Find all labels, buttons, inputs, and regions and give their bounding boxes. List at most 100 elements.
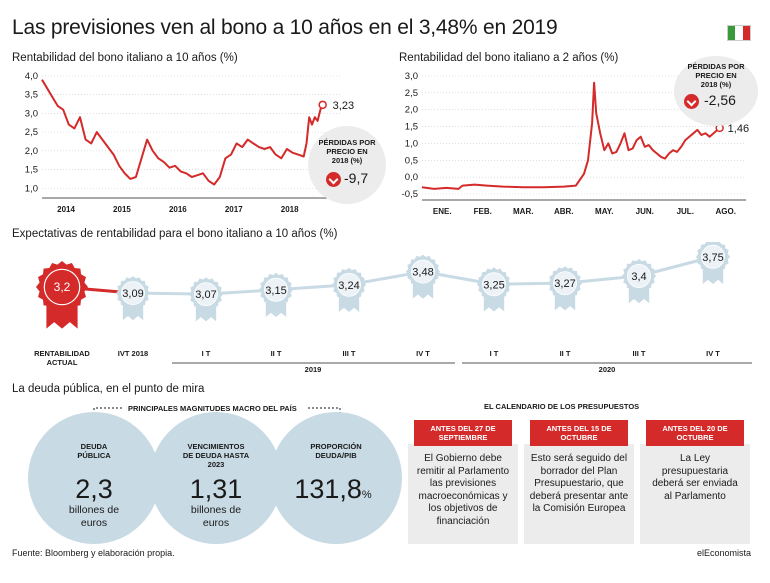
- y-tick-label: 3,5: [25, 90, 38, 101]
- debt-title: La deuda pública, en el punto de mira: [12, 383, 205, 395]
- stat-label: VENCIMIENTOS DE DEUDA HASTA 2023: [182, 442, 250, 469]
- medal-rosette: [36, 261, 88, 313]
- chart-2y-title: Rentabilidad del bono italiano a 2 años …: [399, 52, 619, 64]
- x-tick-label: 2015: [113, 205, 131, 214]
- x-tick-label: FEB.: [474, 207, 492, 216]
- loss-2y-label: PÉRDIDAS POR PRECIO EN 2018 (%): [687, 62, 745, 89]
- forecast-medal: 3,27: [548, 266, 582, 311]
- footer-source: Fuente: Bloomberg y elaboración propia.: [12, 548, 175, 558]
- medal-center: [121, 281, 145, 306]
- forecast-medal: 3,75: [696, 242, 730, 284]
- stat-unit: billones de euros: [190, 504, 242, 529]
- stat-public-debt: DEUDA PÚBLICA 2,3 billones de euros: [28, 412, 160, 544]
- medal-center: [43, 268, 81, 306]
- forecast-category-line: ACTUAL: [47, 358, 78, 367]
- forecast-value-label: 3,25: [483, 279, 504, 291]
- calendar-tag: ANTES DEL 20 DE OCTUBRE: [646, 420, 744, 446]
- forecast-category-label: IV T: [416, 349, 430, 358]
- forecast-medal: 3,07: [189, 277, 223, 322]
- forecast-medal: 3,4: [622, 259, 656, 304]
- y-tick-label: 2,5: [25, 127, 38, 138]
- y-tick-label: 0,5: [405, 155, 418, 166]
- stat-value: 131,8%: [270, 474, 402, 505]
- forecast-category-label: IV T: [706, 349, 720, 358]
- year-group-label: 2020: [599, 365, 616, 372]
- forecast-medal: 3,24: [332, 267, 366, 312]
- forecast-value-label: 3,4: [631, 271, 646, 283]
- forecast-category-label: III T: [633, 349, 646, 358]
- forecast-category-label: II T: [271, 349, 282, 358]
- x-tick-label: JUL.: [677, 207, 694, 216]
- medal-center: [553, 271, 577, 296]
- footer-brand: elEconomista: [697, 548, 752, 558]
- medal-center: [337, 272, 361, 297]
- page-title: Las previsiones ven al bono a 10 años en…: [12, 16, 558, 39]
- forecast-medal: 3,48: [406, 254, 440, 299]
- y-tick-label: 0,0: [405, 172, 418, 183]
- medal-center: [264, 277, 288, 302]
- forecast-category-label: I T: [490, 349, 499, 358]
- down-arrow-icon: [684, 94, 699, 109]
- forecast-value-label: 3,48: [412, 267, 433, 279]
- y-tick-label: 1,5: [405, 122, 418, 133]
- stat-value: 1,31: [189, 474, 243, 504]
- forecast-chart: 3,2 3,09 3,07 3,15 3,24 3,48 3,25 3,27 3,4 3,75 RE…: [34, 242, 752, 372]
- forecast-category-label: III T: [343, 349, 356, 358]
- down-arrow-icon: [326, 172, 341, 187]
- end-value-label: 1,46: [728, 123, 749, 135]
- end-point-marker: [318, 100, 327, 110]
- y-tick-label: -0,5: [402, 189, 418, 200]
- chart-10y-title: Rentabilidad del bono italiano a 10 años…: [12, 52, 238, 64]
- loss-10y-value: -9,7: [344, 170, 369, 186]
- forecast-value-label: 3,27: [554, 278, 575, 290]
- medal-center: [627, 264, 651, 288]
- x-tick-label: 2018: [281, 205, 299, 214]
- forecast-value-label: 3,2: [54, 280, 71, 294]
- y-tick-label: 1,5: [25, 165, 38, 176]
- series-line: [41, 79, 324, 186]
- forecast-medal: 3,25: [477, 267, 511, 312]
- x-tick-label: JUN.: [636, 207, 654, 216]
- y-tick-label: 2,0: [405, 105, 418, 116]
- y-tick-label: 2,5: [405, 88, 418, 99]
- y-tick-label: 1,0: [405, 138, 418, 149]
- x-tick-label: MAY.: [595, 207, 613, 216]
- calendar-card: [524, 444, 634, 544]
- x-tick-label: MAR.: [513, 207, 533, 216]
- calendar-tag: ANTES DEL 15 DE OCTUBRE: [530, 420, 628, 446]
- chart-10y: 4,0 3,5 3,0 2,5 2,0 1,5 1,0 2014 2015 2016 2017 201…: [25, 71, 354, 214]
- forecast-title: Expectativas de rentabilidad para el bon…: [12, 228, 338, 240]
- debt-subtitle: PRINCIPALES MAGNITUDES MACRO DEL PAÍS: [128, 404, 297, 413]
- forecast-category-label: RENTABILIDAD ACTUAL: [34, 349, 90, 367]
- y-tick-label: 4,0: [25, 71, 38, 82]
- x-tick-label: ENE.: [433, 207, 452, 216]
- loss-2y-value: -2,56: [704, 92, 736, 108]
- stat-value: 2,3: [75, 474, 113, 504]
- forecast-category-label: II T: [560, 349, 571, 358]
- end-value-label: 3,23: [333, 100, 354, 112]
- calendar-text: Esto será seguido del borrador del Plan …: [529, 453, 629, 514]
- italy-flag-icon: [727, 25, 751, 41]
- forecast-medal: 3,15: [259, 272, 293, 317]
- calendar-card: [408, 444, 518, 544]
- year-group-label: 2019: [305, 365, 322, 372]
- stat-label: PROPORCIÓN DEUDA/PIB: [310, 442, 362, 460]
- medal-center: [411, 259, 435, 284]
- forecast-category-line: RENTABILIDAD: [34, 349, 90, 358]
- stat-label: DEUDA PÚBLICA: [77, 442, 111, 460]
- forecast-value-label: 3,09: [122, 288, 143, 300]
- x-tick-label: 2016: [169, 205, 187, 214]
- forecast-value-label: 3,75: [702, 252, 723, 264]
- y-tick-label: 2,0: [25, 146, 38, 157]
- y-tick-label: 3,0: [25, 108, 38, 119]
- calendar-text: El Gobierno debe remitir al Parlamento l…: [416, 453, 510, 527]
- calendar-text: La Ley presupuestaria deberá ser enviada…: [652, 453, 738, 502]
- x-tick-label: AGO.: [716, 207, 736, 216]
- series-line: [421, 81, 721, 190]
- forecast-category-label: IVT 2018: [118, 349, 148, 358]
- loss-2y-panel: PÉRDIDAS POR PRECIO EN 2018 (%) -2,56: [674, 56, 758, 126]
- x-tick-label: 2017: [225, 205, 243, 214]
- loss-10y-panel: PÉRDIDAS POR PRECIO EN 2018 (%) -9,7: [308, 126, 386, 204]
- forecast-value-label: 3,07: [195, 289, 216, 301]
- stat-unit: billones de euros: [68, 504, 120, 529]
